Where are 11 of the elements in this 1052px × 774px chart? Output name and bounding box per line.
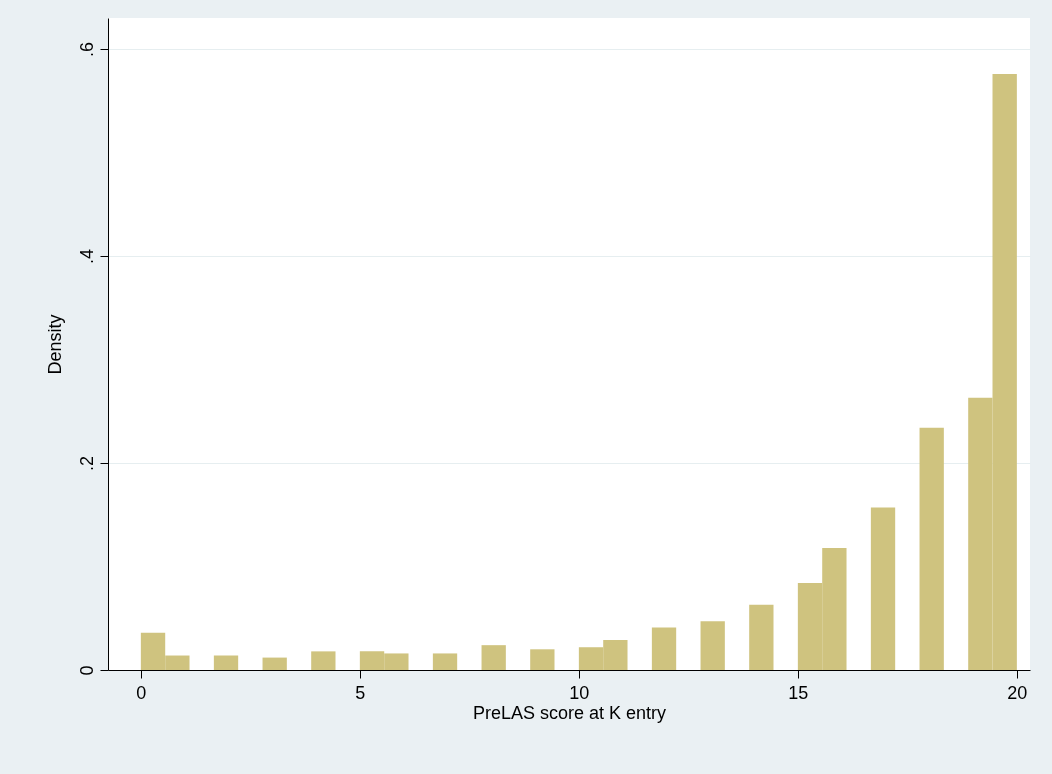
x-tick-label: 20 — [1007, 682, 1028, 703]
x-tick-label: 5 — [355, 682, 366, 703]
y-tick-label: .6 — [76, 42, 97, 58]
x-tick-label: 15 — [788, 682, 809, 703]
x-tick-label: 10 — [569, 682, 590, 703]
y-tick-label: .2 — [76, 456, 97, 472]
y-axis-title: Density — [44, 314, 65, 375]
x-axis-title: PreLAS score at K entry — [472, 702, 667, 723]
y-tick-label: .4 — [76, 249, 97, 265]
x-tick-label: 0 — [136, 682, 147, 703]
y-tick-label: 0 — [76, 665, 97, 676]
